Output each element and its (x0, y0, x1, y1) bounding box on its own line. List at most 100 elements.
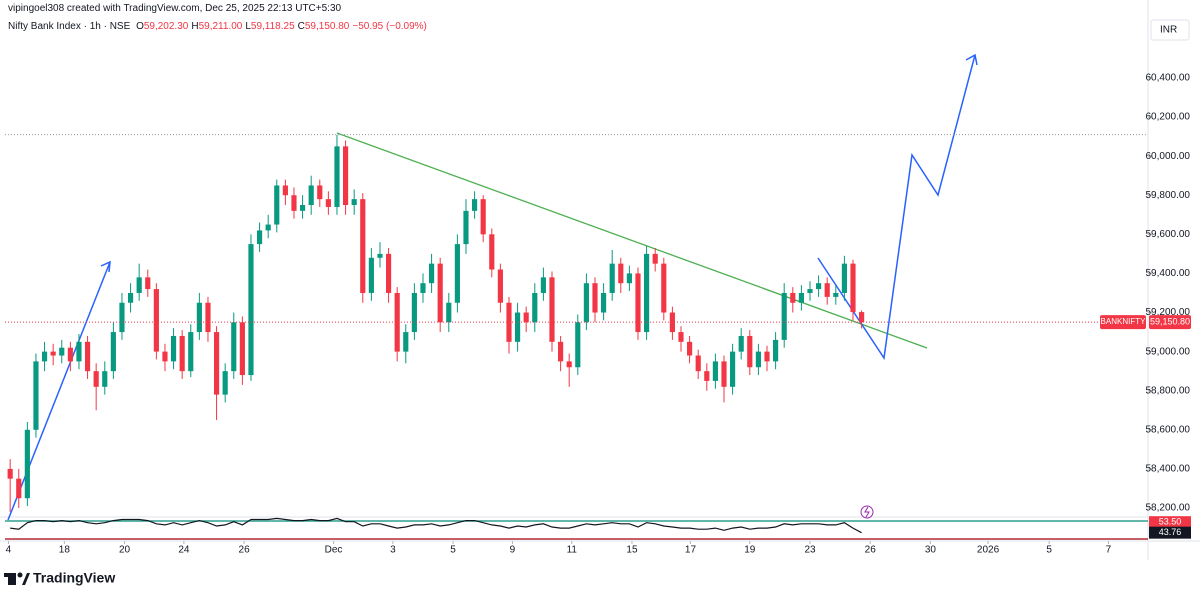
y-tick-label: 58,600.00 (1146, 424, 1191, 435)
candle-body (308, 185, 314, 206)
candle-body (489, 234, 495, 270)
candle-body (145, 277, 151, 290)
candle-body (833, 292, 839, 297)
candle-body (816, 283, 822, 290)
ohlc-value: 59,211.00 (198, 21, 243, 32)
candle-body (429, 263, 435, 284)
candle-body (24, 429, 30, 499)
candle-body (76, 341, 82, 362)
currency-box[interactable] (1150, 19, 1190, 41)
candle-body (583, 283, 589, 323)
candle-body (377, 253, 383, 258)
x-tick-label: Dec (325, 545, 343, 556)
y-tick-label: 60,000.00 (1146, 151, 1191, 162)
x-tick-label: 26 (865, 545, 877, 556)
candle-body (411, 292, 417, 333)
candle-body (110, 332, 116, 372)
candle-body (730, 351, 736, 387)
candle-body (299, 205, 306, 211)
candle-body (33, 361, 39, 430)
symbol-tag-label: BANKNIFTY (1101, 317, 1147, 326)
candle-body (342, 146, 349, 206)
candle-body (368, 257, 374, 293)
y-tick-label: 59,400.00 (1146, 268, 1191, 279)
event-icon[interactable] (860, 505, 874, 519)
candle-body (515, 312, 521, 342)
candle-body (231, 322, 237, 372)
candle-body (472, 199, 478, 211)
x-tick-label: 11 (567, 545, 578, 556)
brand: TradingView (33, 570, 115, 586)
candle-body (394, 292, 400, 352)
x-tick-label: 23 (804, 545, 816, 556)
candle-body (773, 339, 779, 362)
symbol-tag (1100, 315, 1146, 330)
candle-body (188, 332, 194, 372)
candle-body (626, 273, 632, 284)
logo-part (17, 572, 23, 578)
symbol-legend: Nifty Bank Index · 1h · NSE O59,202.30 H5… (8, 21, 430, 32)
candle-body (841, 263, 847, 293)
candle-body (532, 292, 538, 323)
x-tick-label: 26 (239, 545, 251, 556)
y-tick-label: 58,800.00 (1146, 385, 1191, 396)
x-tick-label: 17 (685, 545, 697, 556)
x-tick-label: 7 (1106, 545, 1112, 556)
y-tick-label: 58,400.00 (1146, 464, 1191, 475)
candle-body (317, 185, 323, 200)
candle-body (618, 263, 624, 284)
candle-body (153, 289, 159, 352)
candle-body (764, 351, 770, 362)
last-price-tag (1149, 315, 1191, 330)
rsi-line (10, 517, 862, 534)
candle-body (213, 332, 220, 395)
candle-body (575, 322, 581, 368)
candle-body (222, 371, 228, 395)
candle-body (84, 341, 91, 372)
x-tick-label: 30 (925, 545, 937, 556)
y-tick-label: 60,200.00 (1146, 112, 1191, 123)
candle-body (609, 263, 615, 293)
symbol-title[interactable]: Nifty Bank Index · 1h · NSE (8, 21, 131, 32)
x-tick-label: 18 (59, 545, 71, 556)
candle-body (179, 335, 185, 372)
candle-body (41, 351, 48, 362)
ohlc-value: 59,202.30 (143, 21, 189, 32)
candle-body (558, 341, 564, 362)
candle-body (265, 224, 271, 231)
candle-body (274, 185, 280, 225)
rsi-last-label: 43.76 (1159, 527, 1182, 537)
y-tick-label: 60,400.00 (1146, 73, 1191, 84)
x-tick-label: 3 (390, 545, 396, 556)
candle-body (446, 302, 452, 323)
candle-body (695, 355, 701, 372)
credit: vipingoel308 created with TradingView.co… (8, 3, 342, 14)
candle-body (256, 230, 263, 245)
arrowhead (100, 260, 111, 273)
candle-body (687, 341, 693, 356)
ohlc-value: 59,118.25 (250, 21, 295, 32)
candle-body (747, 335, 753, 368)
candle-body (291, 195, 297, 211)
candle-body (136, 277, 142, 293)
x-tick-label: 20 (119, 545, 131, 556)
candle-body (420, 283, 426, 293)
candle-body (721, 361, 727, 387)
candle-body (463, 210, 469, 245)
candle-body (781, 292, 787, 340)
candle-body (67, 347, 73, 362)
candle-body (669, 312, 675, 333)
ohlc-value: 59,150.80 (304, 21, 350, 32)
candle-body (93, 371, 99, 387)
candle-body (523, 312, 529, 323)
event-icon-bolt (864, 506, 870, 518)
candle-body (248, 244, 254, 376)
y-tick-label: 59,600.00 (1146, 229, 1191, 240)
candle-body (480, 199, 486, 235)
candle-body (601, 292, 607, 313)
candle-body (652, 253, 658, 264)
x-tick-label: 5 (1046, 545, 1052, 556)
candle-body (16, 478, 22, 499)
